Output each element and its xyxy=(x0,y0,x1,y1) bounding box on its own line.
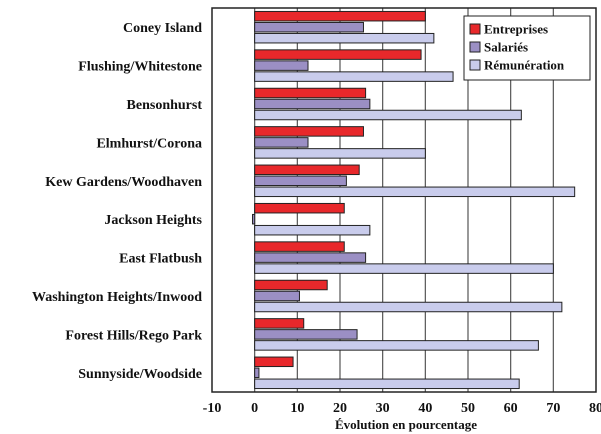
x-tick-label: 60 xyxy=(504,401,518,416)
legend-label: Entreprises xyxy=(484,22,548,37)
x-tick-label: 70 xyxy=(546,401,560,416)
bar-r-mun-ration-10 xyxy=(254,378,520,390)
x-tick-label: 20 xyxy=(333,401,347,416)
bar-salari-s-3 xyxy=(254,98,371,110)
bar-r-mun-ration-1 xyxy=(254,32,435,44)
bar-r-mun-ration-4 xyxy=(254,148,426,159)
bar-entreprises-2 xyxy=(254,49,422,60)
category-label: Bensonhurst xyxy=(127,98,203,113)
category-label: East Flatbush xyxy=(119,252,202,267)
category-label: Flushing/Whitestone xyxy=(78,60,202,75)
bar-r-mun-ration-9 xyxy=(254,340,539,351)
legend-swatch xyxy=(469,59,481,71)
bar-entreprises-8 xyxy=(254,279,328,291)
bar-salari-s-4 xyxy=(254,137,309,148)
bar-salari-s-1 xyxy=(254,21,364,33)
bar-entreprises-1 xyxy=(254,10,426,22)
bar-entreprises-10 xyxy=(254,356,294,368)
plot-border xyxy=(211,7,597,393)
bar-entreprises-3 xyxy=(254,87,367,99)
bar-entreprises-7 xyxy=(254,241,345,252)
legend-swatch xyxy=(469,23,481,35)
bar-entreprises-5 xyxy=(254,164,360,176)
x-tick-label: 50 xyxy=(461,401,475,416)
legend-label: Rémunération xyxy=(484,58,565,73)
category-label: Kew Gardens/Woodhaven xyxy=(45,175,202,190)
legend-label: Salariés xyxy=(484,40,528,55)
bar-r-mun-ration-7 xyxy=(254,263,554,274)
category-label: Forest Hills/Rego Park xyxy=(65,328,202,343)
bar-salari-s-7 xyxy=(254,252,367,263)
bar-salari-s-5 xyxy=(254,175,347,187)
category-label: Coney Island xyxy=(123,21,202,36)
x-tick-label: 80 xyxy=(589,401,601,416)
bar-r-mun-ration-8 xyxy=(254,301,563,313)
x-tick-label: 40 xyxy=(418,401,432,416)
bar-entreprises-4 xyxy=(254,126,364,137)
bar-entreprises-9 xyxy=(254,318,305,329)
bar-salari-s-10 xyxy=(254,367,260,379)
legend-swatch xyxy=(469,41,481,53)
bar-r-mun-ration-5 xyxy=(254,186,576,198)
bar-r-mun-ration-6 xyxy=(254,224,371,236)
bar-r-mun-ration-3 xyxy=(254,109,522,121)
bar-r-mun-ration-2 xyxy=(254,71,454,82)
x-tick-label: 0 xyxy=(251,401,258,416)
x-tick-label: -10 xyxy=(203,401,222,416)
bar-salari-s-8 xyxy=(254,290,300,302)
x-tick-label: 10 xyxy=(290,401,304,416)
category-label: Jackson Heights xyxy=(104,213,202,228)
x-axis-title: Évolution en pourcentage xyxy=(335,417,477,432)
legend-box xyxy=(463,15,591,81)
x-tick-label: 30 xyxy=(376,401,390,416)
bar-salari-s-9 xyxy=(254,329,358,340)
category-label: Sunnyside/Woodside xyxy=(78,367,202,382)
category-label: Washington Heights/Inwood xyxy=(32,290,202,305)
category-label: Elmhurst/Corona xyxy=(96,136,202,151)
bar-salari-s-6 xyxy=(252,213,256,225)
bar-entreprises-6 xyxy=(254,202,345,214)
bar-salari-s-2 xyxy=(254,60,309,71)
